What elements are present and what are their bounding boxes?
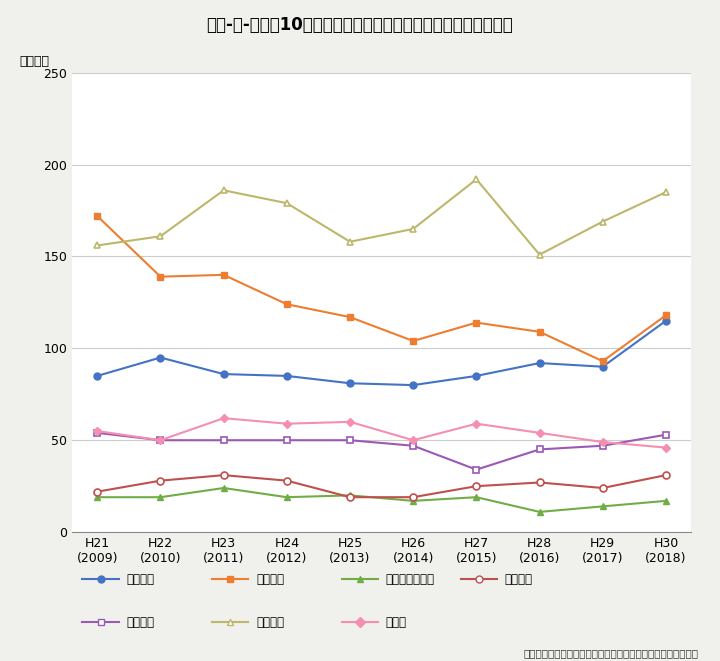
学校問題	[220, 186, 228, 194]
勤務問題	[409, 493, 418, 501]
Text: 資料：警察庁「自殺統計」より厚生労働省自殺対策推進室作成: 資料：警察庁「自殺統計」より厚生労働省自殺対策推進室作成	[523, 648, 698, 658]
男女問題	[472, 465, 481, 473]
Text: その他: その他	[386, 615, 407, 629]
経済・生活問題	[220, 484, 228, 492]
その他	[156, 436, 165, 444]
勤務問題	[598, 484, 607, 492]
Text: 男女問題: 男女問題	[127, 615, 154, 629]
男女問題	[662, 431, 670, 439]
勤務問題	[662, 471, 670, 479]
その他	[409, 436, 418, 444]
その他	[598, 438, 607, 446]
家庭問題	[409, 381, 418, 389]
健康問題	[409, 337, 418, 345]
経済・生活問題	[282, 493, 291, 501]
経済・生活問題	[472, 493, 481, 501]
経済・生活問題	[409, 497, 418, 505]
家庭問題	[535, 359, 544, 367]
家庭問題	[282, 372, 291, 380]
Text: （件数）: （件数）	[19, 55, 50, 68]
健康問題	[598, 357, 607, 365]
Text: 家庭問題: 家庭問題	[127, 573, 154, 586]
Text: 経済・生活問題: 経済・生活問題	[386, 573, 435, 586]
男女問題	[156, 436, 165, 444]
Line: 健康問題: 健康問題	[94, 213, 670, 365]
健康問題	[472, 319, 481, 327]
学校問題	[598, 217, 607, 225]
経済・生活問題	[93, 493, 102, 501]
健康問題	[662, 311, 670, 319]
健康問題	[156, 273, 165, 281]
Text: 健康問題: 健康問題	[256, 573, 284, 586]
Text: 第２-３-５図　10歳代の自殺者における原因・動機別件数の推移: 第２-３-５図 10歳代の自殺者における原因・動機別件数の推移	[207, 16, 513, 34]
勤務問題	[282, 477, 291, 485]
その他	[282, 420, 291, 428]
男女問題	[93, 429, 102, 437]
男女問題	[598, 442, 607, 449]
勤務問題	[472, 483, 481, 490]
経済・生活問題	[535, 508, 544, 516]
男女問題	[220, 436, 228, 444]
Line: 勤務問題: 勤務問題	[94, 472, 670, 500]
Line: 家庭問題: 家庭問題	[94, 317, 670, 389]
学校問題	[93, 241, 102, 249]
健康問題	[535, 328, 544, 336]
家庭問題	[220, 370, 228, 378]
学校問題	[535, 251, 544, 258]
Line: 経済・生活問題: 経済・生活問題	[94, 485, 670, 516]
健康問題	[220, 271, 228, 279]
家庭問題	[472, 372, 481, 380]
その他	[472, 420, 481, 428]
男女問題	[409, 442, 418, 449]
その他	[220, 414, 228, 422]
その他	[662, 444, 670, 451]
家庭問題	[93, 372, 102, 380]
経済・生活問題	[662, 497, 670, 505]
その他	[346, 418, 354, 426]
Line: 男女問題: 男女問題	[94, 430, 670, 473]
経済・生活問題	[156, 493, 165, 501]
家庭問題	[156, 354, 165, 362]
男女問題	[346, 436, 354, 444]
学校問題	[662, 188, 670, 196]
健康問題	[282, 300, 291, 308]
男女問題	[535, 446, 544, 453]
学校問題	[472, 175, 481, 183]
勤務問題	[93, 488, 102, 496]
家庭問題	[346, 379, 354, 387]
勤務問題	[156, 477, 165, 485]
Text: 学校問題: 学校問題	[256, 615, 284, 629]
健康問題	[346, 313, 354, 321]
その他	[535, 429, 544, 437]
家庭問題	[662, 317, 670, 325]
学校問題	[346, 238, 354, 246]
学校問題	[156, 232, 165, 240]
Line: その他: その他	[94, 415, 669, 450]
家庭問題	[598, 363, 607, 371]
勤務問題	[535, 479, 544, 486]
Line: 学校問題: 学校問題	[94, 176, 670, 258]
男女問題	[282, 436, 291, 444]
勤務問題	[220, 471, 228, 479]
その他	[93, 427, 102, 435]
学校問題	[409, 225, 418, 233]
経済・生活問題	[598, 502, 607, 510]
勤務問題	[346, 493, 354, 501]
Text: 勤務問題: 勤務問題	[505, 573, 533, 586]
健康問題	[93, 212, 102, 220]
学校問題	[282, 199, 291, 207]
経済・生活問題	[346, 491, 354, 499]
